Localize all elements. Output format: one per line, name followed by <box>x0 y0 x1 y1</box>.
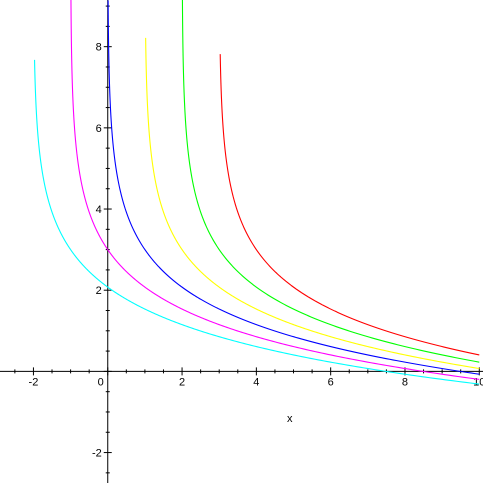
annotations: x <box>287 413 293 425</box>
series-line-1 <box>70 0 480 380</box>
series-line-5 <box>219 54 480 356</box>
series-group <box>34 0 480 385</box>
y-tick-label: 2 <box>96 285 102 297</box>
annotation-label: x <box>287 413 293 425</box>
x-tick-label: 4 <box>253 376 259 388</box>
x-tick-label: -2 <box>29 376 39 388</box>
x-tick-label: 8 <box>402 376 408 388</box>
series-line-4 <box>181 0 480 363</box>
x-tick-label: 2 <box>179 376 185 388</box>
series-line-2 <box>107 0 480 375</box>
y-tick-label: 8 <box>96 42 102 54</box>
y-tick-label: 4 <box>96 204 102 216</box>
x-tick-label: 10 <box>473 376 483 388</box>
series-line-0 <box>34 59 480 385</box>
x-tick-label: 0 <box>98 376 104 388</box>
axis-ticks: -2 0 2 4 6 8 10 -2 2 4 6 8 <box>14 5 483 474</box>
y-tick-label: 6 <box>96 123 102 135</box>
x-tick-label: 6 <box>328 376 334 388</box>
series-line-3 <box>145 37 480 370</box>
y-tick-label: -2 <box>92 448 102 460</box>
